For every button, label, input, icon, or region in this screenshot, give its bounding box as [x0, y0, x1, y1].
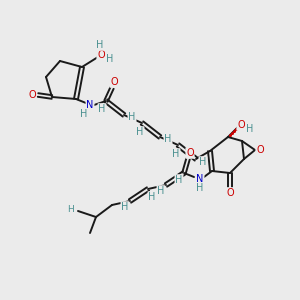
Text: O: O — [237, 120, 245, 130]
Text: O: O — [186, 148, 194, 158]
Text: H: H — [199, 157, 207, 167]
Text: H: H — [196, 183, 204, 193]
Text: N: N — [196, 174, 204, 184]
Text: H: H — [128, 112, 136, 122]
Text: O: O — [110, 77, 118, 87]
Text: H: H — [67, 205, 73, 214]
Text: H: H — [106, 54, 114, 64]
Text: H: H — [246, 124, 254, 134]
Text: H: H — [157, 186, 165, 196]
Text: H: H — [80, 109, 88, 119]
Text: O: O — [97, 50, 105, 60]
Text: H: H — [175, 175, 183, 185]
Text: H: H — [172, 149, 180, 159]
Text: N: N — [86, 100, 94, 110]
Text: O: O — [226, 188, 234, 198]
Text: H: H — [164, 134, 172, 144]
Text: H: H — [121, 202, 129, 212]
Text: O: O — [28, 90, 36, 100]
Text: O: O — [256, 145, 264, 155]
Text: H: H — [136, 127, 144, 137]
Text: H: H — [96, 40, 104, 50]
Text: H: H — [98, 104, 106, 114]
Text: H: H — [148, 192, 156, 202]
